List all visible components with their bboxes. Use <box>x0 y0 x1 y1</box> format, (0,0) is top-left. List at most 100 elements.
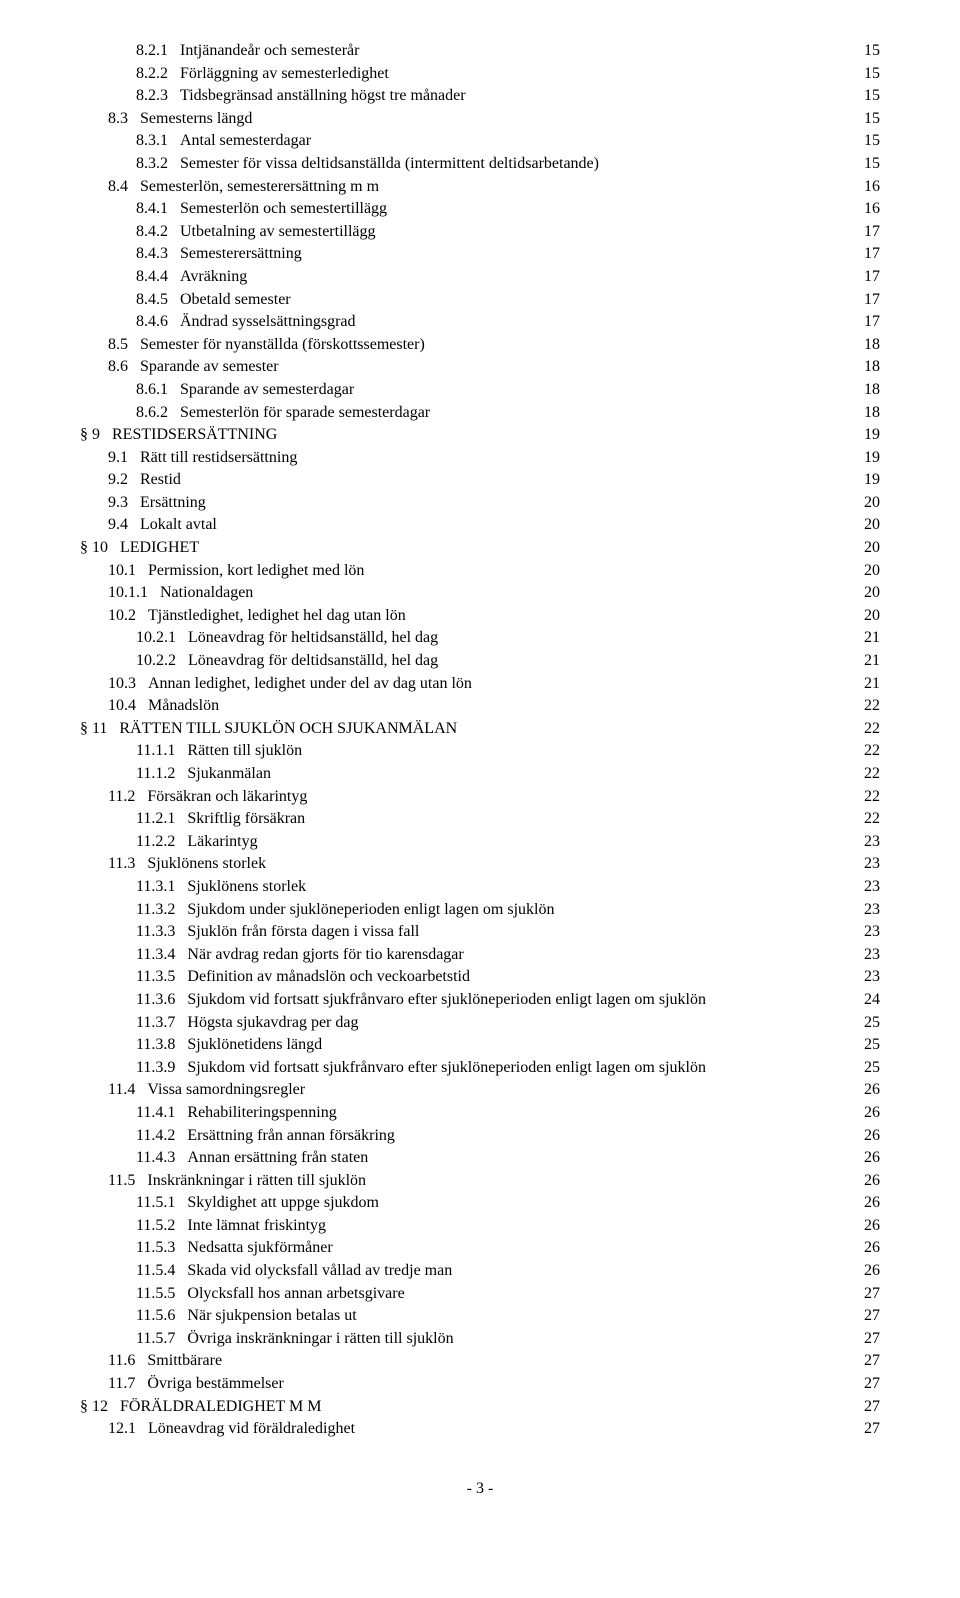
toc-entry: 11.3.7Högsta sjukavdrag per dag25 <box>80 1012 880 1034</box>
toc-entry-title: RÄTTEN TILL SJUKLÖN OCH SJUKANMÄLAN <box>119 718 457 740</box>
toc-entry-title: Läkarintyg <box>187 831 257 853</box>
toc-entry-number: 8.2.1 <box>136 40 180 62</box>
toc-entry-number: 10.1.1 <box>108 582 160 604</box>
toc-entry-page: 17 <box>858 266 880 288</box>
toc-entry-page: 20 <box>858 492 880 514</box>
toc-entry-number: 8.5 <box>108 334 140 356</box>
toc-entry-page: 22 <box>858 718 880 740</box>
toc-entry-title: När avdrag redan gjorts för tio karensda… <box>187 944 463 966</box>
toc-entry: 8.3.2Semester för vissa deltidsanställda… <box>80 153 880 175</box>
toc-entry: 9.4Lokalt avtal20 <box>80 514 880 536</box>
toc-entry-page: 26 <box>858 1079 880 1101</box>
toc-entry-page: 16 <box>858 198 880 220</box>
toc-entry-number: 8.4.3 <box>136 243 180 265</box>
toc-entry: 10.2.1Löneavdrag för heltidsanställd, he… <box>80 627 880 649</box>
toc-entry-number: 11.3.6 <box>136 989 187 1011</box>
toc-entry-title: Sjuklönens storlek <box>187 876 306 898</box>
toc-entry: 10.4Månadslön22 <box>80 695 880 717</box>
toc-entry: 11.3.3Sjuklön från första dagen i vissa … <box>80 921 880 943</box>
toc-entry-title: Försäkran och läkarintyg <box>147 786 307 808</box>
toc-entry-page: 26 <box>858 1102 880 1124</box>
toc-entry-page: 23 <box>858 876 880 898</box>
toc-entry-page: 27 <box>858 1328 880 1350</box>
toc-entry-title: Ersättning <box>140 492 206 514</box>
toc-entry-title: RESTIDSERSÄTTNING <box>112 424 277 446</box>
toc-entry-title: Semester för vissa deltidsanställda (int… <box>180 153 599 175</box>
toc-entry-number: 11.6 <box>108 1350 147 1372</box>
toc-entry-page: 15 <box>858 40 880 62</box>
toc-entry: 10.1.1Nationaldagen20 <box>80 582 880 604</box>
toc-entry-title: Semesterersättning <box>180 243 302 265</box>
toc-entry-title: Permission, kort ledighet med lön <box>148 560 364 582</box>
toc-entry-number: 10.2.2 <box>136 650 188 672</box>
toc-entry-number: 10.2 <box>108 605 148 627</box>
toc-entry: 8.5Semester för nyanställda (förskottsse… <box>80 334 880 356</box>
toc-entry-number: § 11 <box>80 718 119 740</box>
toc-entry-page: 23 <box>858 921 880 943</box>
toc-entry-title: Högsta sjukavdrag per dag <box>187 1012 358 1034</box>
toc-entry-number: 11.4.3 <box>136 1147 187 1169</box>
toc-entry-title: Löneavdrag vid föräldraledighet <box>148 1418 355 1440</box>
toc-entry-page: 21 <box>858 627 880 649</box>
toc-entry-page: 27 <box>858 1373 880 1395</box>
toc-entry-page: 25 <box>858 1012 880 1034</box>
toc-entry-page: 27 <box>858 1283 880 1305</box>
toc-entry-title: Rätt till restidsersättning <box>140 447 297 469</box>
toc-entry-title: Semesterlön och semestertillägg <box>180 198 387 220</box>
toc-entry: § 10LEDIGHET 20 <box>80 537 880 559</box>
toc-entry-title: Skyldighet att uppge sjukdom <box>187 1192 379 1214</box>
toc-entry-page: 26 <box>858 1237 880 1259</box>
toc-entry-title: Ändrad sysselsättningsgrad <box>180 311 356 333</box>
toc-entry-number: 8.4.1 <box>136 198 180 220</box>
toc-entry-title: Semesterlön för sparade semesterdagar <box>180 402 430 424</box>
toc-entry: 11.4.3Annan ersättning från staten26 <box>80 1147 880 1169</box>
toc-entry: 8.2.3Tidsbegränsad anställning högst tre… <box>80 85 880 107</box>
toc-entry-number: 11.3.5 <box>136 966 187 988</box>
toc-entry-title: Övriga inskränkningar i rätten till sjuk… <box>187 1328 453 1350</box>
toc-entry-page: 25 <box>858 1057 880 1079</box>
toc-entry-page: 25 <box>858 1034 880 1056</box>
toc-entry-page: 21 <box>858 650 880 672</box>
toc-entry-title: Löneavdrag för heltidsanställd, hel dag <box>188 627 438 649</box>
toc-entry-page: 24 <box>858 989 880 1011</box>
toc-entry-number: 11.5.5 <box>136 1283 187 1305</box>
toc-entry: § 11RÄTTEN TILL SJUKLÖN OCH SJUKANMÄLAN 2… <box>80 718 880 740</box>
toc-entry-number: 11.5.7 <box>136 1328 187 1350</box>
toc-entry-number: 11.3 <box>108 853 147 875</box>
toc-entry: 11.5.3Nedsatta sjukförmåner26 <box>80 1237 880 1259</box>
toc-entry: 10.2Tjänstledighet, ledighet hel dag uta… <box>80 605 880 627</box>
toc-entry-number: 11.4.1 <box>136 1102 187 1124</box>
toc-entry-number: 10.4 <box>108 695 148 717</box>
toc-entry-number: 11.2.2 <box>136 831 187 853</box>
toc-entry-number: 10.3 <box>108 673 148 695</box>
toc-entry-title: Tjänstledighet, ledighet hel dag utan lö… <box>148 605 406 627</box>
toc-entry-title: Intjänandeår och semesterår <box>180 40 359 62</box>
toc-entry-page: 21 <box>858 673 880 695</box>
toc-entry-number: 9.1 <box>108 447 140 469</box>
toc-entry-title: Skriftlig försäkran <box>187 808 305 830</box>
toc-entry: 11.3.1Sjuklönens storlek23 <box>80 876 880 898</box>
toc-entry: 11.3Sjuklönens storlek23 <box>80 853 880 875</box>
toc-entry-number: 11.5.3 <box>136 1237 187 1259</box>
toc-entry: 12.1Löneavdrag vid föräldraledighet27 <box>80 1418 880 1440</box>
toc-entry: § 9RESTIDSERSÄTTNING19 <box>80 424 880 446</box>
toc-entry-page: 20 <box>858 537 880 559</box>
toc-entry-number: 11.1.2 <box>136 763 187 785</box>
toc-entry-number: 8.4 <box>108 176 140 198</box>
toc-entry-number: 8.2.3 <box>136 85 180 107</box>
toc-entry-number: 11.5.6 <box>136 1305 187 1327</box>
toc-entry: 8.4.4Avräkning17 <box>80 266 880 288</box>
toc-entry: 11.2Försäkran och läkarintyg22 <box>80 786 880 808</box>
toc-entry: 8.6Sparande av semester18 <box>80 356 880 378</box>
toc-entry-title: LEDIGHET <box>120 537 199 559</box>
toc-entry: 11.5.2Inte lämnat friskintyg26 <box>80 1215 880 1237</box>
toc-entry: 11.5Inskränkningar i rätten till sjuklön… <box>80 1170 880 1192</box>
toc-entry-title: Sjuklönetidens längd <box>187 1034 322 1056</box>
toc-entry: 11.3.9Sjukdom vid fortsatt sjukfrånvaro … <box>80 1057 880 1079</box>
toc-entry-title: Smittbärare <box>147 1350 222 1372</box>
toc-entry-number: 8.6.1 <box>136 379 180 401</box>
toc-entry-number: § 10 <box>80 537 120 559</box>
toc-entry-page: 19 <box>858 447 880 469</box>
toc-entry: 11.5.7Övriga inskränkningar i rätten til… <box>80 1328 880 1350</box>
toc-entry-page: 20 <box>858 560 880 582</box>
